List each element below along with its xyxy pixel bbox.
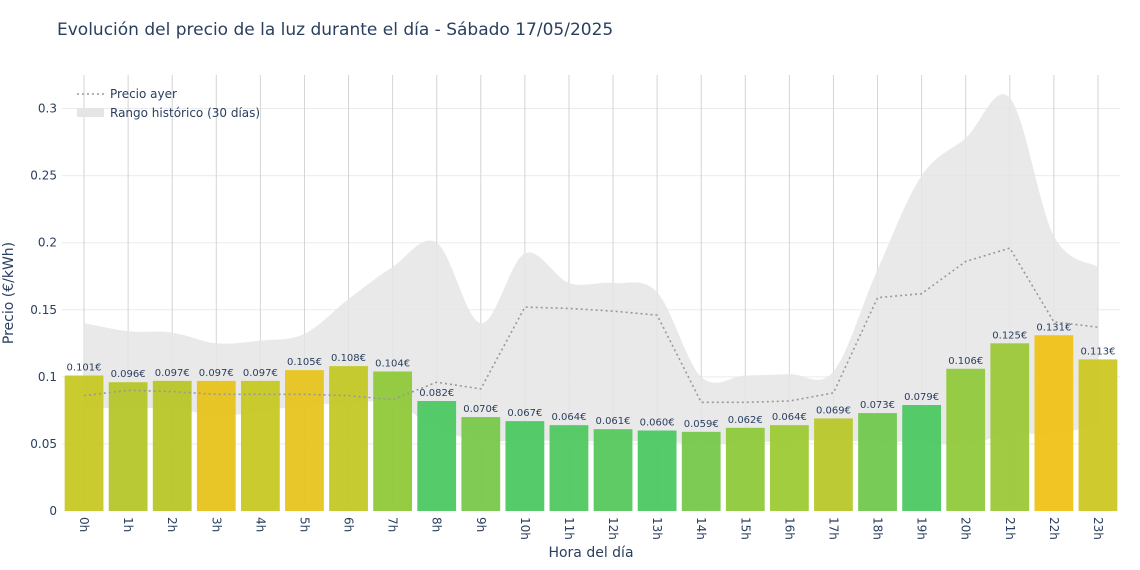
bar-20h (946, 368, 986, 511)
x-tick-label: 10h (518, 517, 532, 540)
legend-area-swatch (77, 108, 104, 117)
bar-6h (329, 366, 368, 511)
bar-11h (549, 425, 589, 511)
bar-17h (814, 418, 853, 511)
y-axis-title: Precio (€/kWh) (1, 242, 17, 344)
legend: Precio ayer Rango histórico (30 días) (77, 87, 260, 120)
x-tick-label: 3h (209, 517, 223, 532)
x-tick-label: 4h (253, 517, 267, 532)
bar-10h (505, 421, 545, 511)
bar-16h (769, 425, 809, 511)
x-tick-label: 1h (121, 517, 135, 532)
x-tick-label: 12h (606, 517, 620, 540)
bar-data-label: 0.108€ (331, 353, 366, 364)
bar-4h (240, 380, 280, 511)
bar-9h (461, 417, 501, 511)
y-tick-label: 0.05 (30, 437, 57, 451)
bar-data-label: 0.096€ (111, 369, 146, 380)
bar-data-label: 0.069€ (816, 405, 851, 416)
x-tick-label: 14h (694, 517, 708, 540)
bar-data-label: 0.101€ (67, 363, 102, 374)
price-bars (64, 335, 1118, 511)
bar-7h (373, 371, 413, 511)
x-tick-label: 8h (430, 517, 444, 532)
bar-data-label: 0.125€ (992, 330, 1027, 341)
x-tick-label: 15h (738, 517, 752, 540)
x-axis-title: Hora del día (548, 545, 633, 561)
bar-data-label: 0.064€ (772, 412, 807, 423)
bar-data-label: 0.082€ (419, 388, 454, 399)
bar-5h (285, 370, 324, 511)
bar-data-label: 0.131€ (1036, 322, 1071, 333)
bar-data-label: 0.097€ (155, 368, 190, 379)
bar-data-label: 0.060€ (640, 418, 675, 429)
x-tick-label: 7h (386, 517, 400, 532)
bar-21h (990, 343, 1030, 511)
bar-23h (1078, 359, 1118, 511)
bar-1h (108, 382, 148, 511)
bar-data-label: 0.079€ (904, 392, 939, 403)
bar-data-label: 0.073€ (860, 400, 895, 411)
bar-data-label: 0.104€ (375, 358, 410, 369)
bar-data-label: 0.061€ (596, 416, 631, 427)
bar-data-label: 0.064€ (551, 412, 586, 423)
bar-19h (902, 405, 942, 511)
bar-data-label: 0.067€ (507, 408, 542, 419)
bar-data-label: 0.113€ (1080, 346, 1115, 357)
bar-18h (858, 413, 897, 511)
x-tick-label: 18h (871, 517, 885, 540)
yesterday-price-line (83, 247, 1099, 404)
x-tick-label: 19h (915, 517, 929, 540)
bar-data-label: 0.105€ (287, 357, 322, 368)
bar-2h (152, 380, 192, 511)
x-tick-label: 9h (474, 517, 488, 532)
y-tick-label: 0.3 (38, 102, 57, 116)
legend-label-range: Rango histórico (30 días) (110, 106, 260, 120)
x-tick-label: 17h (826, 517, 840, 540)
bar-data-label: 0.059€ (684, 419, 719, 430)
x-tick-label: 21h (1003, 517, 1017, 540)
historical-range-area (84, 94, 1098, 446)
x-tick-label: 13h (650, 517, 664, 540)
x-tick-label: 22h (1047, 517, 1061, 540)
x-tick-label: 11h (562, 517, 576, 540)
bar-data-label: 0.062€ (728, 415, 763, 426)
y-tick-label: 0.1 (38, 370, 57, 384)
yesterday-price-polyline (83, 247, 1099, 404)
x-tick-label: 2h (165, 517, 179, 532)
y-tick-label: 0 (49, 504, 57, 518)
x-tick-label: 5h (297, 517, 311, 532)
y-tick-label: 0.15 (30, 303, 57, 317)
bar-14h (681, 431, 721, 511)
x-tick-label: 16h (782, 517, 796, 540)
bar-12h (593, 429, 633, 511)
historical-range-band (84, 94, 1098, 446)
bar-data-label: 0.097€ (243, 368, 278, 379)
data-labels: 0.101€ 0.096€ 0.097€ 0.097€ 0.097€ 0.105€ 0.10… (67, 322, 1116, 430)
bar-data-label: 0.070€ (463, 404, 498, 415)
bar-13h (637, 430, 677, 511)
bar-22h (1034, 335, 1074, 511)
bar-3h (196, 380, 236, 511)
chart-title: Evolución del precio de la luz durante e… (57, 20, 614, 40)
bar-data-label: 0.106€ (948, 356, 983, 367)
bar-8h (417, 400, 457, 511)
x-tick-label: 23h (1091, 517, 1105, 540)
x-tick-label: 6h (342, 517, 356, 532)
x-tick-label: 20h (959, 517, 973, 540)
bar-data-label: 0.097€ (199, 368, 234, 379)
y-tick-label: 0.2 (38, 236, 57, 250)
bar-0h (64, 375, 104, 511)
legend-label-yesterday: Precio ayer (110, 87, 177, 101)
y-tick-label: 0.25 (30, 169, 57, 183)
x-tick-label: 0h (77, 517, 91, 532)
axes: 0 0.05 0.1 0.15 0.2 0.25 0.3 0h 1h 2h 3h 4h 5h 6h 7h 8h… (30, 102, 1105, 540)
bar-15h (725, 427, 765, 511)
